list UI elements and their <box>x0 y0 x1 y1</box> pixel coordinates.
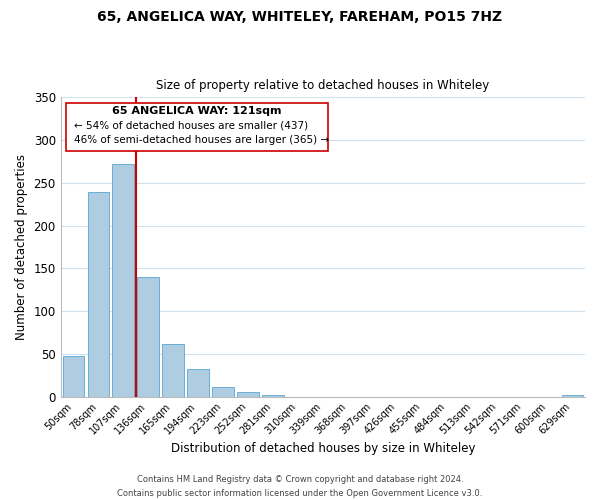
Text: Contains HM Land Registry data © Crown copyright and database right 2024.
Contai: Contains HM Land Registry data © Crown c… <box>118 476 482 498</box>
Text: ← 54% of detached houses are smaller (437): ← 54% of detached houses are smaller (43… <box>74 120 308 130</box>
Bar <box>238 392 259 396</box>
Bar <box>137 277 158 396</box>
Text: 65 ANGELICA WAY: 121sqm: 65 ANGELICA WAY: 121sqm <box>112 106 282 117</box>
Bar <box>212 387 233 396</box>
Bar <box>62 356 84 397</box>
Bar <box>88 192 109 396</box>
Title: Size of property relative to detached houses in Whiteley: Size of property relative to detached ho… <box>156 79 490 92</box>
Bar <box>562 395 583 396</box>
Bar <box>163 344 184 397</box>
Bar <box>187 369 209 396</box>
Y-axis label: Number of detached properties: Number of detached properties <box>15 154 28 340</box>
FancyBboxPatch shape <box>66 104 328 151</box>
Text: 46% of semi-detached houses are larger (365) →: 46% of semi-detached houses are larger (… <box>74 134 329 144</box>
Bar <box>262 395 284 396</box>
X-axis label: Distribution of detached houses by size in Whiteley: Distribution of detached houses by size … <box>170 442 475 455</box>
Bar <box>112 164 134 396</box>
Text: 65, ANGELICA WAY, WHITELEY, FAREHAM, PO15 7HZ: 65, ANGELICA WAY, WHITELEY, FAREHAM, PO1… <box>97 10 503 24</box>
